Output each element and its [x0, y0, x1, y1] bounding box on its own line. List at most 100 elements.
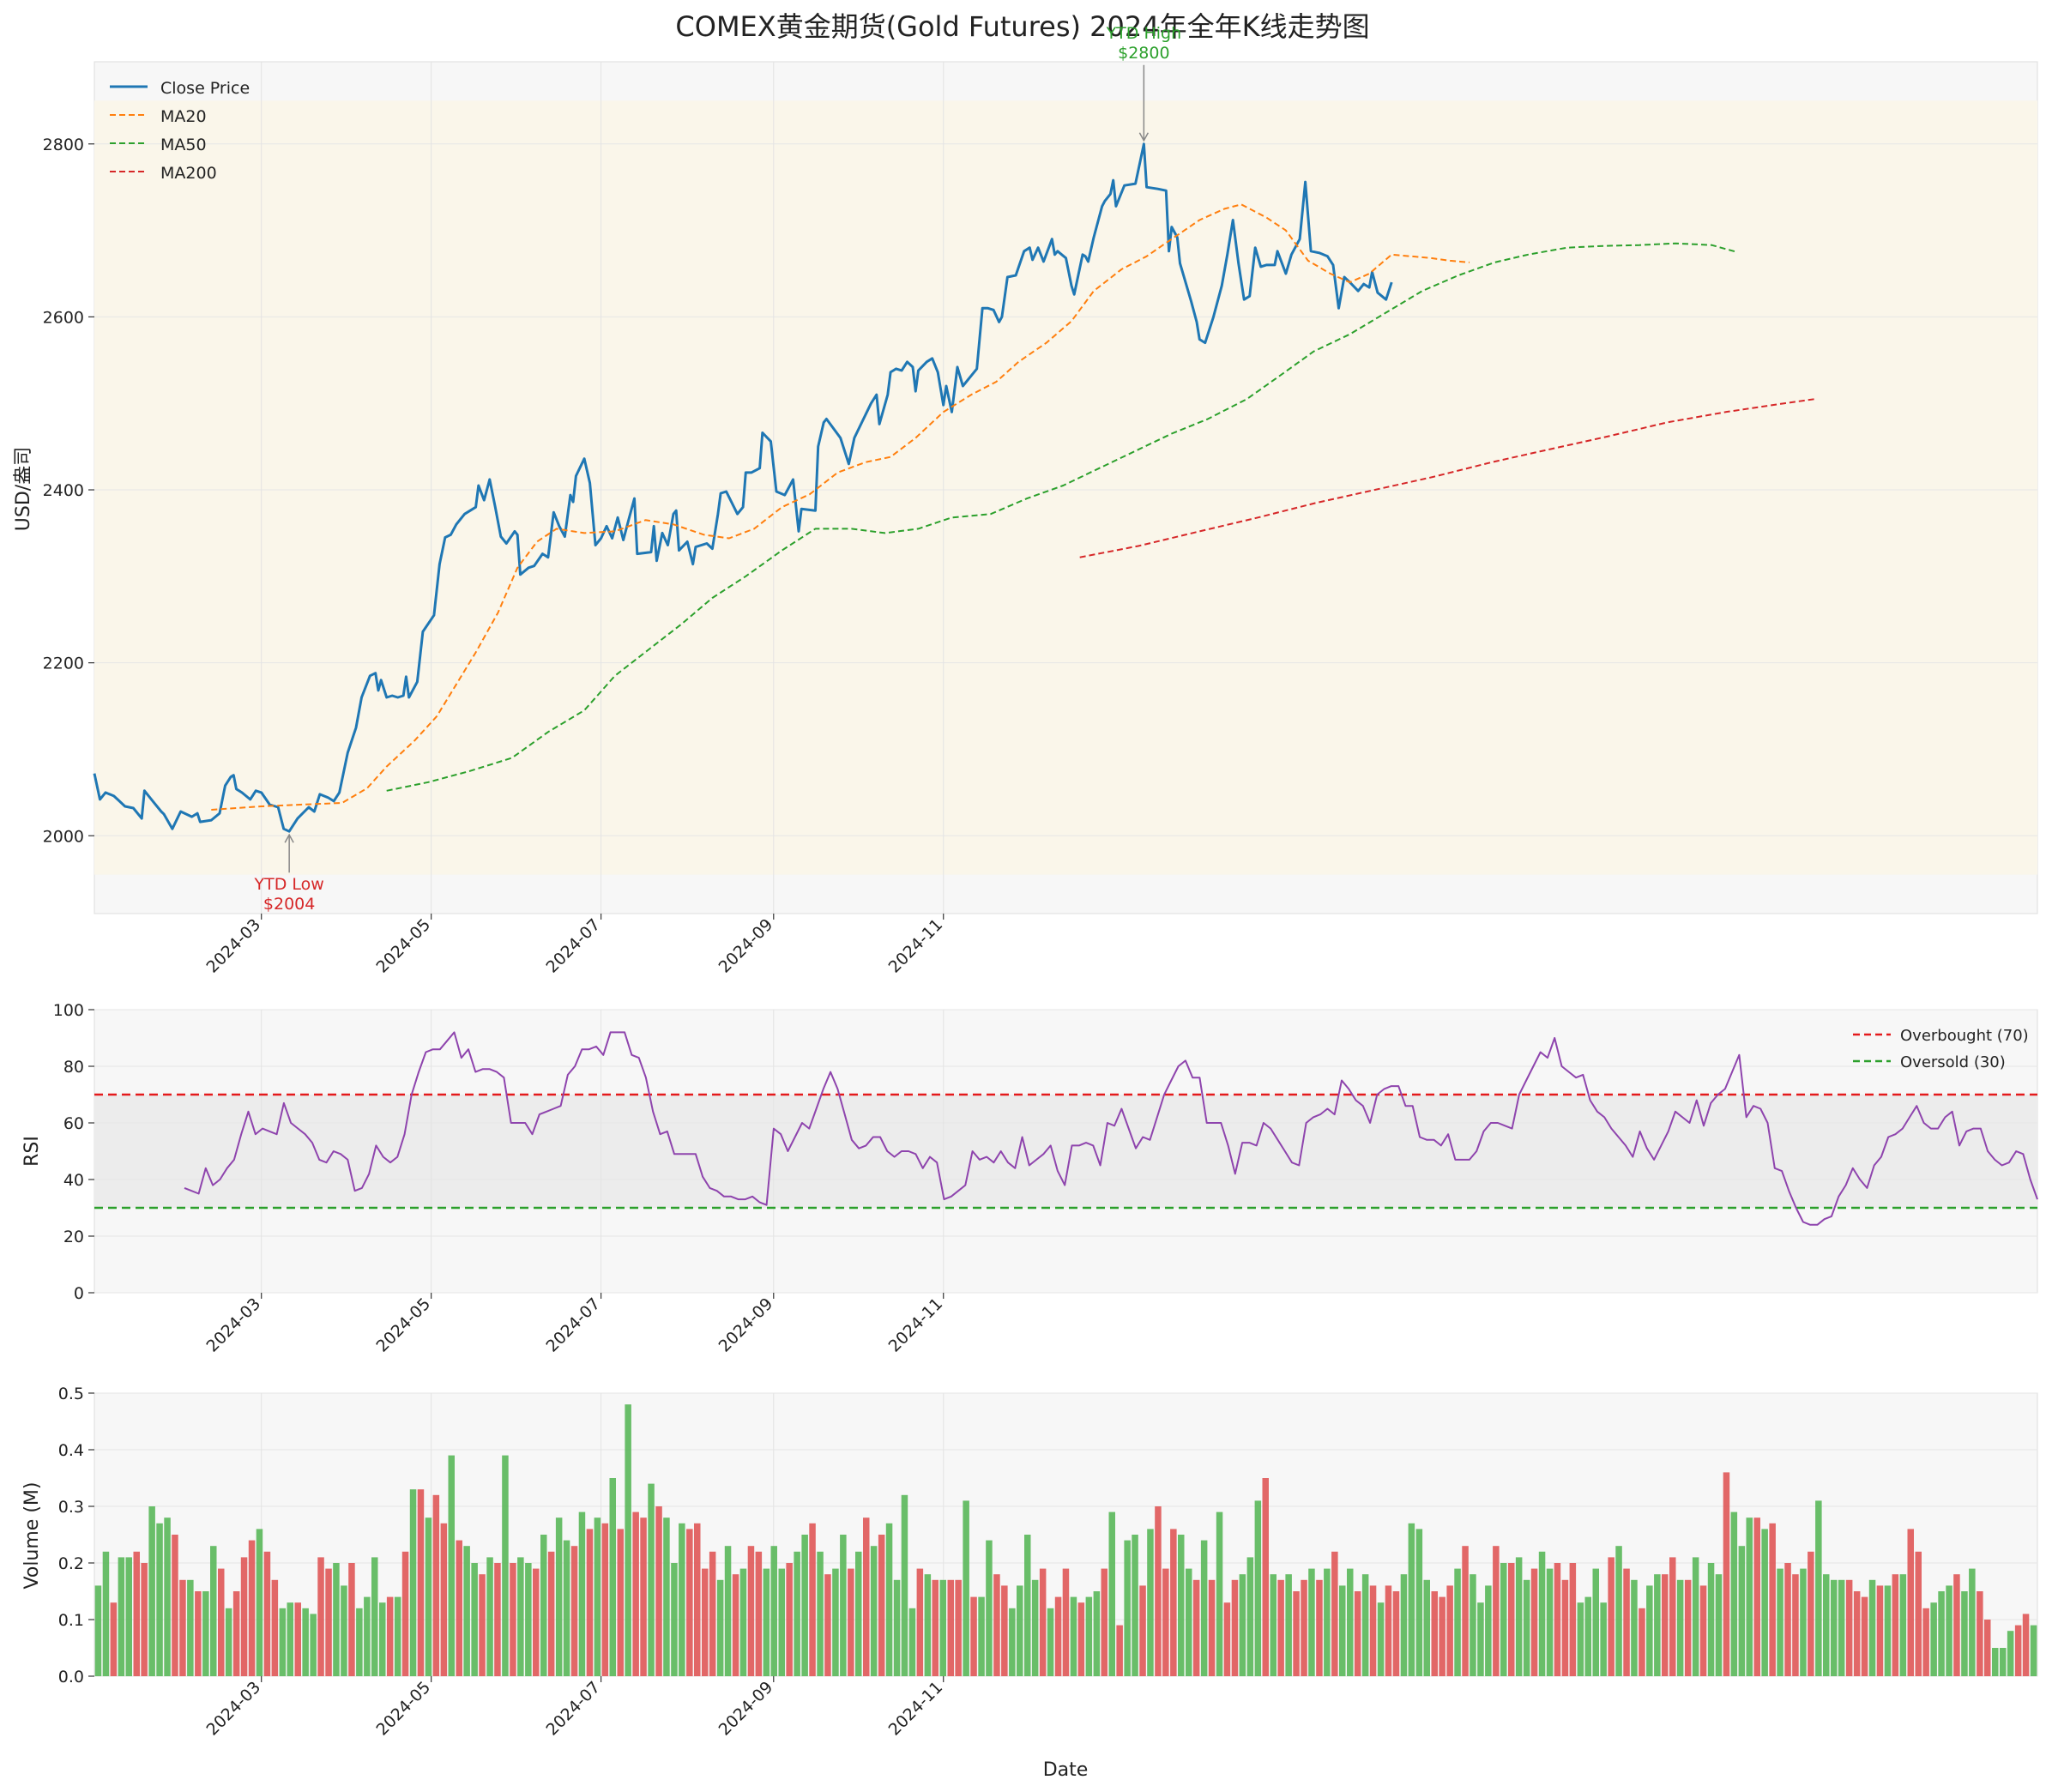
volume-bar [287, 1602, 293, 1676]
volume-bar [663, 1517, 670, 1676]
volume-bar [463, 1546, 470, 1676]
volume-bar [540, 1535, 547, 1676]
volume-bar [379, 1602, 386, 1676]
volume-bar [1377, 1602, 1385, 1676]
volume-bar [1001, 1585, 1008, 1676]
series-line-ma50 [386, 242, 1737, 792]
volume-bar [709, 1551, 716, 1676]
volume-bar [1369, 1585, 1377, 1676]
volume-bar [1301, 1579, 1307, 1676]
volume-bar [625, 1404, 631, 1676]
volume-bar [240, 1557, 248, 1676]
volume-bar [533, 1568, 540, 1676]
volume-bar [1907, 1529, 1914, 1676]
volume-bar [1485, 1585, 1492, 1676]
volume-bar [110, 1602, 118, 1676]
volume-bar [1085, 1596, 1093, 1676]
volume-bar [1277, 1579, 1284, 1676]
volume-bar [1347, 1568, 1354, 1676]
volume-bar [1093, 1591, 1101, 1676]
volume-bar [778, 1568, 785, 1676]
volume-bar [218, 1568, 225, 1676]
volume-bar [1639, 1608, 1645, 1676]
volume-x-axis-label: Date [1043, 1759, 1089, 1781]
volume-bar [801, 1535, 808, 1676]
volume-bar [648, 1483, 655, 1676]
volume-bar [1707, 1563, 1715, 1676]
volume-bar [494, 1563, 501, 1676]
y-tick-label: 2600 [43, 308, 84, 327]
volume-bar [1608, 1557, 1614, 1676]
volume-bar [1062, 1568, 1070, 1676]
volume-bar [1915, 1551, 1922, 1676]
y-tick-label: 20 [63, 1228, 84, 1246]
volume-bar [1239, 1574, 1246, 1676]
volume-bar [1132, 1535, 1138, 1676]
volume-bar [594, 1517, 601, 1676]
volume-bar [763, 1568, 770, 1676]
volume-bar [1961, 1591, 1968, 1676]
volume-bar [809, 1523, 816, 1676]
volume-bar [271, 1579, 279, 1676]
volume-bar [732, 1574, 739, 1676]
y-tick-label: 80 [63, 1058, 84, 1077]
volume-bar [1884, 1585, 1892, 1676]
volume-bar [448, 1455, 455, 1676]
volume-bar [525, 1563, 532, 1676]
volume-bar [1946, 1585, 1952, 1676]
y-tick-label: 0.0 [58, 1668, 84, 1686]
volume-bar [716, 1579, 724, 1676]
volume-bar [1654, 1574, 1661, 1676]
volume-bar [1899, 1574, 1907, 1676]
volume-bar [870, 1546, 878, 1676]
volume-bar [179, 1579, 186, 1676]
volume-bar [1662, 1574, 1669, 1676]
ytd-low-label-line1: YTD Low [253, 875, 323, 894]
volume-bar [1554, 1563, 1561, 1676]
volume-bar [1246, 1557, 1254, 1676]
volume-bar [471, 1563, 478, 1676]
volume-bar [1439, 1596, 1445, 1676]
series-line-ma20 [211, 203, 1470, 811]
volume-bar [1024, 1535, 1031, 1676]
volume-bar [1408, 1523, 1415, 1676]
volume-bar [570, 1546, 578, 1676]
y-tick-label: 2200 [43, 655, 84, 673]
volume-bar [1761, 1529, 1768, 1676]
volume-bar [1178, 1535, 1185, 1676]
volume-bar [356, 1608, 363, 1676]
volume-bar [1139, 1585, 1146, 1676]
volume-bar [1361, 1574, 1369, 1676]
ytd-high-arrowhead [1138, 132, 1150, 142]
volume-bar [1009, 1608, 1016, 1676]
volume-bar [855, 1551, 862, 1676]
volume-bar [232, 1591, 240, 1676]
volume-bar [848, 1568, 854, 1676]
volume-bar [1723, 1472, 1730, 1676]
volume-bar [824, 1574, 831, 1676]
volume-bar [1746, 1517, 1753, 1676]
volume-bar [125, 1557, 132, 1676]
volume-bar [1631, 1579, 1638, 1676]
volume-bar [1808, 1551, 1814, 1676]
volume-bar [1992, 1648, 1999, 1676]
volume-bar [694, 1523, 701, 1676]
volume-bar [1231, 1579, 1239, 1676]
volume-bar [2022, 1614, 2030, 1676]
volume-bar [1200, 1540, 1208, 1676]
volume-bar [1031, 1579, 1039, 1676]
volume-bar [840, 1535, 847, 1676]
volume-bar [348, 1563, 355, 1676]
volume-bar [1254, 1500, 1262, 1676]
ytd-high-label-line1: YTD High [1106, 24, 1182, 43]
price-legend[interactable]: Close Price MA20 MA50 MA200 [110, 79, 250, 183]
volume-bar [310, 1614, 317, 1676]
volume-bar [172, 1535, 178, 1676]
volume-bar [924, 1574, 932, 1676]
volume-bar [1270, 1574, 1276, 1676]
volume-bar [1192, 1579, 1200, 1676]
rsi-reference-lines [94, 1093, 2037, 1210]
volume-bar [878, 1535, 885, 1676]
rsi-legend[interactable]: Overbought (70) Oversold (30) [1853, 1027, 2029, 1071]
